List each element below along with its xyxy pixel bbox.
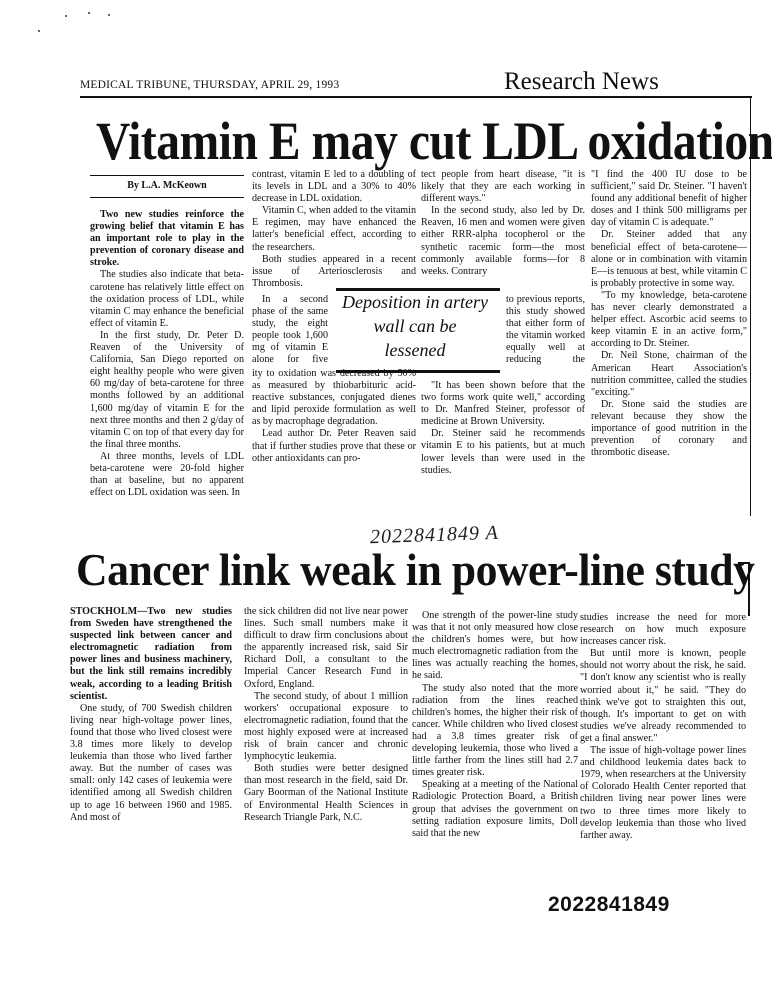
paragraph: But until more is known, people should n…: [580, 648, 746, 744]
scan-speck: [108, 14, 110, 16]
article1-column-2-bottom: ity to oxidation was decreased by 50% as…: [252, 368, 416, 502]
article1-column-3-top: tect people from heart disease, "it is l…: [421, 169, 585, 287]
paragraph: The study also noted that the more radia…: [412, 682, 578, 779]
article1-column-1: Two new studies reinforce the growing be…: [90, 209, 244, 501]
paragraph: Dr. Neil Stone, chairman of the American…: [591, 350, 747, 398]
byline-rule-top: [90, 175, 244, 176]
paragraph: Lead author Dr. Peter Reaven said that i…: [252, 428, 416, 464]
paragraph: studies increase the need for more resea…: [580, 612, 746, 648]
paragraph: Dr. Steiner said he recommends vitamin E…: [421, 428, 585, 476]
byline: By L.A. McKeown: [127, 180, 207, 191]
paragraph: One study, of 700 Swedish children livin…: [70, 702, 232, 823]
paragraph: ity to oxidation was decreased by 50% as…: [252, 368, 416, 428]
article2-column-4: studies increase the need for more resea…: [580, 612, 746, 844]
article2-headline: Cancer link weak in power-line study: [76, 544, 755, 595]
paragraph: The issue of high-voltage power lines an…: [580, 745, 746, 841]
article1-headline: Vitamin E may cut LDL oxidation: [96, 111, 772, 171]
article2-lede: STOCKHOLM—Two new studies from Sweden ha…: [70, 606, 232, 702]
paragraph: tect people from heart disease, "it is l…: [421, 169, 585, 205]
paragraph: Both studies were better designed than m…: [244, 763, 408, 823]
paragraph: "I find the 400 IU dose to be sufficient…: [591, 169, 747, 229]
article1-column-2-top: contrast, vitamin E led to a doubling of…: [252, 169, 416, 287]
article1-column-3-bottom: "It has been shown before that the two f…: [421, 380, 585, 502]
paragraph: contrast, vitamin E led to a doubling of…: [252, 169, 416, 205]
article1-column-4: "I find the 400 IU dose to be sufficient…: [591, 169, 747, 507]
paragraph: The studies also indicate that beta-caro…: [90, 269, 244, 329]
paragraph: "To my knowledge, beta-carotene has neve…: [591, 289, 747, 350]
paragraph: Vitamin C, when added to the vitamin E r…: [252, 205, 416, 253]
paragraph: the sick children did not live near powe…: [244, 606, 408, 690]
article2-column-1: STOCKHOLM—Two new studies from Sweden ha…: [70, 606, 232, 832]
paragraph: In the first study, Dr. Peter D. Reaven …: [90, 329, 244, 450]
paragraph: The second study, of about 1 million wor…: [244, 690, 408, 763]
paragraph: At three months, levels of LDL beta-caro…: [90, 450, 244, 499]
byline-rule-bottom: [90, 197, 244, 198]
scan-speck: [38, 30, 40, 32]
scan-speck: [65, 15, 67, 17]
paragraph: to previous reports, this study showed t…: [506, 294, 585, 366]
paragraph: Both studies appeared in a recent issue …: [252, 253, 416, 287]
document-id-stamp: 2022841849: [548, 893, 670, 916]
paragraph: One strength of the power-line study was…: [412, 610, 578, 682]
paragraph: In the second study, also led by Dr. Rea…: [421, 205, 585, 277]
section-title: Research News: [504, 68, 659, 95]
article2-column-2: the sick children did not live near powe…: [244, 606, 408, 832]
article1-lede: Two new studies reinforce the growing be…: [90, 209, 244, 269]
paragraph: In a second phase of the same study, the…: [252, 294, 328, 366]
header-rule: [80, 96, 752, 98]
paragraph: Dr. Steiner added that any beneficial ef…: [591, 229, 747, 289]
article2-column-3: One strength of the power-line study was…: [412, 610, 578, 842]
pullquote-rule-top: [336, 288, 500, 291]
paragraph: Dr. Stone said the studies are relevant …: [591, 398, 747, 459]
publication-dateline: MEDICAL TRIBUNE, THURSDAY, APRIL 29, 199…: [80, 79, 340, 91]
article1-column-3-narrow: to previous reports, this study showed t…: [506, 294, 585, 366]
clipping-edge-mark: [738, 562, 750, 616]
article1-column-2-narrow: In a second phase of the same study, the…: [252, 294, 328, 366]
paragraph: "It has been shown before that the two f…: [421, 380, 585, 428]
pullquote: Deposition in artery wall can be lessene…: [342, 292, 488, 360]
column-rule: [750, 96, 751, 516]
paragraph: Speaking at a meeting of the National Ra…: [412, 779, 578, 839]
scan-speck: [88, 12, 90, 14]
pullquote-rule-bottom: [336, 370, 500, 373]
